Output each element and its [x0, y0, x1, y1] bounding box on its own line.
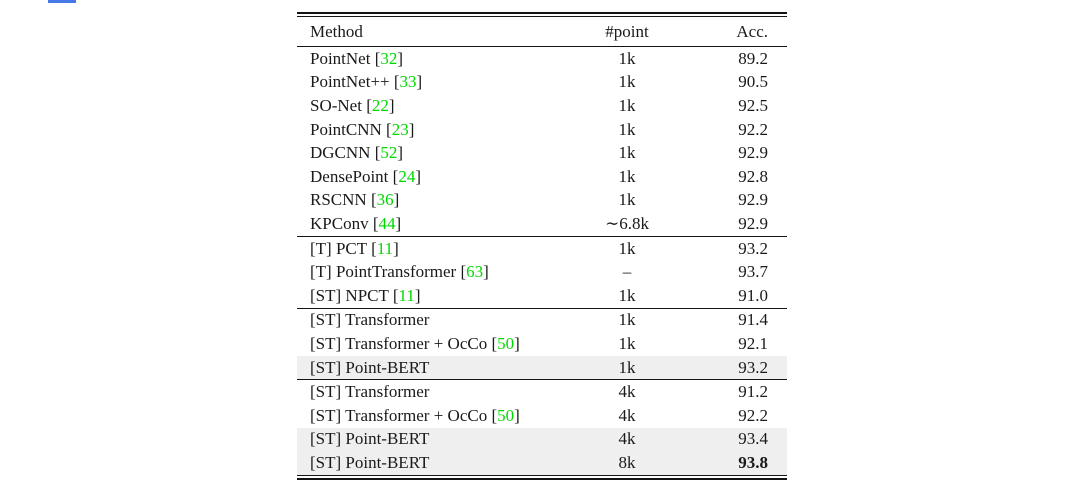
table-row: [ST] Transformer 4k 91.2 [297, 380, 787, 404]
method-cell: PointCNN [23] [310, 119, 415, 139]
table-section-4: [ST] Transformer 4k 91.2 [ST] Transformer +… [297, 379, 787, 475]
table-row: [ST] Point-BERT 8k 93.8 [297, 451, 787, 475]
method-cell: [ST] Point-BERT [310, 452, 430, 472]
points-cell: 4k [618, 429, 636, 449]
points-cell: 1k [618, 95, 636, 115]
table-row: [ST] Point-BERT 4k 93.4 [297, 427, 787, 452]
table-section-3: [ST] Transformer 1k 91.4 [ST] Transformer +… [297, 307, 787, 380]
points-cell: ∼6.8k [605, 213, 649, 233]
points-cell: 1k [618, 333, 636, 353]
points-cell: 1k [618, 143, 636, 163]
citation-link: 63 [466, 262, 484, 282]
accuracy-cell: 92.2 [738, 405, 768, 425]
accuracy-cell: 92.5 [738, 95, 768, 115]
citation-link: 32 [380, 48, 398, 68]
accuracy-cell: 92.9 [738, 190, 768, 210]
method-cell: DensePoint [24] [310, 166, 421, 186]
blue-strip [48, 0, 76, 3]
accuracy-cell: 92.8 [738, 166, 768, 186]
table-row: DGCNN [52] 1k 92.9 [297, 141, 787, 165]
citation-link: 24 [398, 166, 416, 186]
results-table: Method #point Acc. PointNet [32] 1k 89.2 Po… [297, 12, 787, 481]
points-cell: 1k [618, 190, 636, 210]
accuracy-cell: 93.2 [738, 238, 768, 258]
table-row: [ST] Point-BERT 1k 93.2 [297, 355, 787, 380]
accuracy-cell: 93.2 [738, 357, 768, 377]
accuracy-cell: 91.4 [738, 310, 768, 330]
points-cell: 1k [618, 48, 636, 68]
method-cell: [ST] Transformer + OcCo [50] [310, 405, 520, 425]
accuracy-cell: 91.2 [738, 382, 768, 402]
accuracy-cell: 93.8 [738, 452, 768, 472]
citation-link: 11 [398, 285, 415, 305]
accuracy-cell: 93.4 [738, 429, 768, 449]
accuracy-cell: 92.1 [738, 333, 768, 353]
method-cell: [T] PCT [11] [310, 238, 399, 258]
table-bottom-rule [297, 474, 787, 481]
method-cell: KPConv [44] [310, 213, 402, 233]
table-body: PointNet [32] 1k 89.2 PointNet++ [33] 1k 90.5… [297, 47, 787, 475]
table-row: [ST] NPCT [11] 1k 91.0 [297, 284, 787, 308]
accuracy-cell: 93.7 [738, 262, 768, 282]
table-row: KPConv [44] ∼6.8k 92.9 [297, 212, 787, 236]
table-row: [ST] Transformer + OcCo [50] 4k 92.2 [297, 404, 787, 428]
accuracy-cell: 92.9 [738, 213, 768, 233]
header-method: Method [310, 21, 363, 41]
table-row: SO-Net [22] 1k 92.5 [297, 94, 787, 118]
citation-link: 23 [391, 119, 409, 139]
points-cell: 1k [618, 357, 636, 377]
accuracy-cell: 91.0 [738, 285, 768, 305]
method-cell: SO-Net [22] [310, 95, 395, 115]
table-section-2: [T] PCT [11] 1k 93.2 [T] PointTransformer [… [297, 235, 787, 308]
method-cell: PointNet [32] [310, 48, 404, 68]
method-cell: [ST] Point-BERT [310, 429, 430, 449]
method-cell: [ST] Transformer + OcCo [50] [310, 333, 520, 353]
method-cell: [T] PointTransformer [63] [310, 262, 489, 282]
table-row: PointNet [32] 1k 89.2 [297, 47, 787, 71]
table-row: [ST] Transformer + OcCo [50] 1k 92.1 [297, 332, 787, 356]
points-cell: – [622, 262, 632, 282]
method-cell: [ST] Transformer [310, 382, 430, 402]
table-row: PointCNN [23] 1k 92.2 [297, 118, 787, 142]
table-row: [T] PointTransformer [63] – 93.7 [297, 260, 787, 284]
table-row: PointNet++ [33] 1k 90.5 [297, 71, 787, 95]
accuracy-cell: 90.5 [738, 72, 768, 92]
header-points: #point [605, 21, 649, 41]
table-row: [T] PCT [11] 1k 93.2 [297, 237, 787, 261]
points-cell: 4k [618, 382, 636, 402]
table-section-1: PointNet [32] 1k 89.2 PointNet++ [33] 1k 90.5… [297, 47, 787, 236]
table-row: DensePoint [24] 1k 92.8 [297, 165, 787, 189]
citation-link: 50 [497, 405, 515, 425]
method-cell: PointNet++ [33] [310, 72, 423, 92]
accuracy-cell: 92.2 [738, 119, 768, 139]
citation-link: 44 [378, 213, 396, 233]
points-cell: 1k [618, 119, 636, 139]
citation-link: 11 [376, 238, 394, 258]
accuracy-cell: 92.9 [738, 143, 768, 163]
points-cell: 8k [618, 452, 636, 472]
method-cell: [ST] Transformer [310, 310, 430, 330]
accuracy-cell: 89.2 [738, 48, 768, 68]
points-cell: 1k [618, 238, 636, 258]
table-row: RSCNN [36] 1k 92.9 [297, 189, 787, 213]
citation-link: 36 [376, 190, 394, 210]
method-cell: [ST] NPCT [11] [310, 285, 421, 305]
points-cell: 1k [618, 72, 636, 92]
citation-link: 22 [371, 95, 389, 115]
citation-link: 52 [380, 143, 398, 163]
points-cell: 1k [618, 310, 636, 330]
method-cell: [ST] Point-BERT [310, 357, 430, 377]
citation-link: 33 [399, 72, 417, 92]
points-cell: 1k [618, 166, 636, 186]
header-acc: Acc. [736, 21, 768, 41]
points-cell: 4k [618, 405, 636, 425]
method-cell: RSCNN [36] [310, 190, 400, 210]
table-top-rule [297, 12, 787, 17]
table-header-row: Method #point Acc. [297, 17, 787, 47]
method-cell: DGCNN [52] [310, 143, 404, 163]
citation-link: 50 [497, 333, 515, 353]
table-row: [ST] Transformer 1k 91.4 [297, 309, 787, 333]
points-cell: 1k [618, 285, 636, 305]
